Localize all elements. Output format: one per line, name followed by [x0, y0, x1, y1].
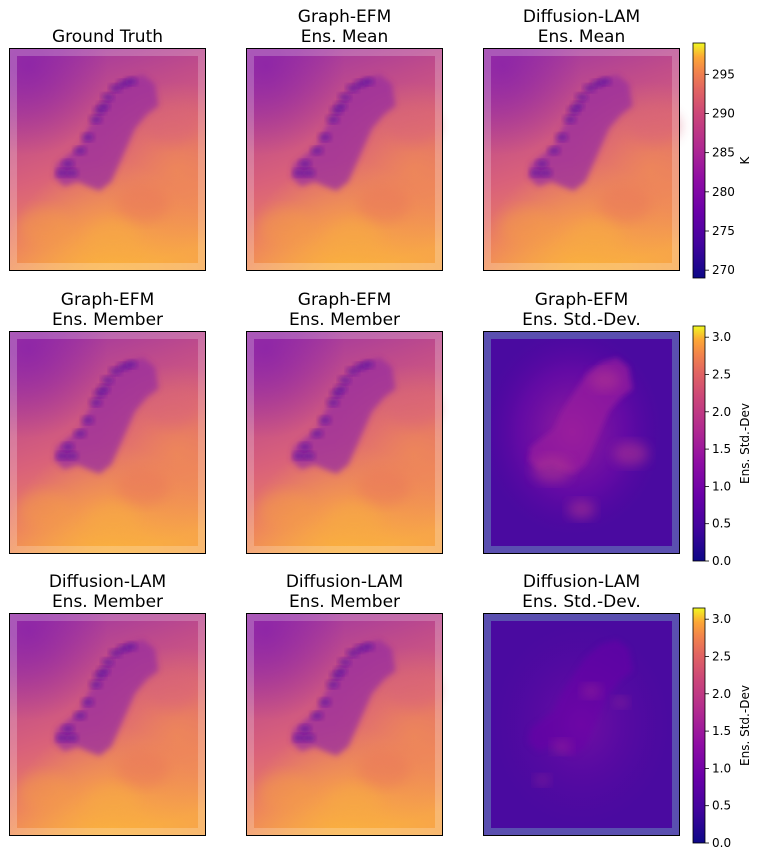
colorbar-row1: 270 275 280 285 290 295 K — [692, 42, 752, 279]
colorbar-tick-label: 2.5 — [712, 367, 731, 381]
panel-title-r1c1-line1: Ground Truth — [52, 27, 163, 47]
colorbar-tick-label: 3.0 — [712, 330, 731, 344]
colorbar-label-row2: Ens. Std.-Dev — [738, 403, 752, 484]
colorbar-label-row1: K — [738, 155, 752, 164]
panel-title-r1c2-line1: Graph-EFM — [298, 7, 391, 27]
colorbar-tick-label: 270 — [712, 263, 735, 277]
panel-title-r3c1-line2: Ens. Member — [52, 592, 163, 612]
colorbar-tick-label: 1.5 — [712, 442, 731, 456]
heatmap-panel-r2c1 — [9, 331, 206, 554]
colorbar-label-row3: Ens. Std.-Dev — [738, 685, 752, 766]
colorbar-tick-label: 3.0 — [712, 612, 731, 626]
panel-title-r3c3-line1: Diffusion-LAM — [523, 572, 640, 592]
panel-title-r1c3-line2: Ens. Mean — [538, 27, 626, 47]
panel-title-r2c1-line2: Ens. Member — [52, 310, 163, 330]
heatmap-panel-r2c2 — [246, 331, 443, 554]
colorbar-row2: 0.0 0.5 1.0 1.5 2.0 2.5 3.0 Ens. Std.-Dev — [692, 325, 752, 568]
heatmap-panel-r3c1 — [9, 613, 206, 836]
heatmap-panel-r3c2 — [246, 613, 443, 836]
panel-title-r3c1-line1: Diffusion-LAM — [49, 572, 166, 592]
colorbar-tick-label: 2.0 — [712, 687, 731, 701]
colorbar-tick-label: 275 — [712, 224, 735, 238]
heatmap-panel-r1c1 — [9, 48, 206, 271]
heatmap-panel-r3c3 — [483, 613, 680, 836]
colorbar-tick-label: 295 — [712, 67, 735, 81]
panel-title-r2c3-line2: Ens. Std.-Dev. — [522, 310, 641, 330]
heatmap-panel-r2c3 — [483, 331, 680, 554]
panel-title-r2c2-line1: Graph-EFM — [298, 290, 391, 310]
panel-title-r3c2-line1: Diffusion-LAM — [286, 572, 403, 592]
heatmap-panel-r1c3 — [483, 48, 681, 271]
panel-title-r3c3-line2: Ens. Std.-Dev. — [522, 592, 641, 612]
heatmap-panel-r1c2 — [246, 48, 443, 271]
colorbar-tick-label: 0.0 — [712, 836, 731, 850]
colorbar-tick-label: 285 — [712, 146, 735, 160]
colorbar-tick-label: 0.0 — [712, 554, 731, 568]
colorbar-row3: 0.0 0.5 1.0 1.5 2.0 2.5 3.0 Ens. Std.-Dev — [692, 607, 752, 850]
colorbar-tick-label: 2.0 — [712, 405, 731, 419]
colorbar-tick-label: 0.5 — [712, 517, 731, 531]
colorbar-tick-label: 1.0 — [712, 479, 731, 493]
panel-title-r1c2-line2: Ens. Mean — [301, 27, 389, 47]
colorbar-tick-label: 1.0 — [712, 761, 731, 775]
colorbar-tick-label: 290 — [712, 107, 735, 121]
panel-title-r2c3-line1: Graph-EFM — [535, 290, 628, 310]
colorbar-tick-label: 1.5 — [712, 724, 731, 738]
panel-title-r2c2-line2: Ens. Member — [289, 310, 400, 330]
colorbar-tick-label: 2.5 — [712, 649, 731, 663]
colorbar-tick-label: 280 — [712, 185, 735, 199]
colorbar-tick-label: 0.5 — [712, 799, 731, 813]
panel-title-r1c3-line1: Diffusion-LAM — [523, 7, 640, 27]
panel-title-r3c2-line2: Ens. Member — [289, 592, 400, 612]
panel-title-r2c1-line1: Graph-EFM — [61, 290, 154, 310]
